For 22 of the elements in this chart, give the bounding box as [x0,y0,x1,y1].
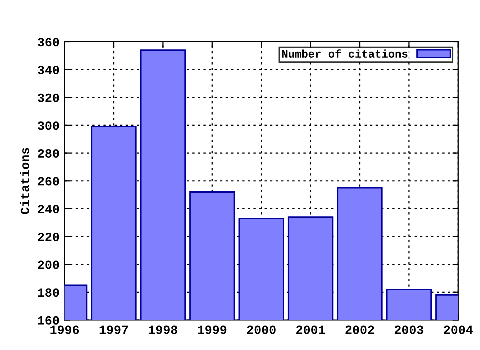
x-tick-label: 1998 [149,326,178,334]
x-tick-label: 1996 [50,326,80,334]
x-tick-label: 2001 [296,326,326,334]
y-tick-label: 180 [38,288,60,298]
x-tick-label: 2003 [394,326,424,334]
y-tick-label: 220 [38,232,60,242]
x-tick-label: 2002 [346,326,374,334]
y-tick-label: 280 [38,149,60,158]
y-tick-label: 260 [38,177,60,186]
y-tick-label: 200 [38,260,60,270]
y-axis-title: Citations [20,148,30,214]
y-tick-label: 160 [38,316,60,325]
y-tick-label: 340 [38,66,60,74]
y-tick-label: 320 [38,94,60,102]
x-tick-label: 2000 [247,326,276,334]
y-tick-label: 360 [38,38,60,47]
x-tick-label: 2004 [444,326,474,334]
legend-label: Number of citations [282,50,408,58]
y-tick-label: 240 [38,205,60,214]
x-tick-label: 1997 [100,326,128,334]
x-tick-label: 1999 [198,326,227,334]
y-tick-label: 300 [38,122,60,130]
